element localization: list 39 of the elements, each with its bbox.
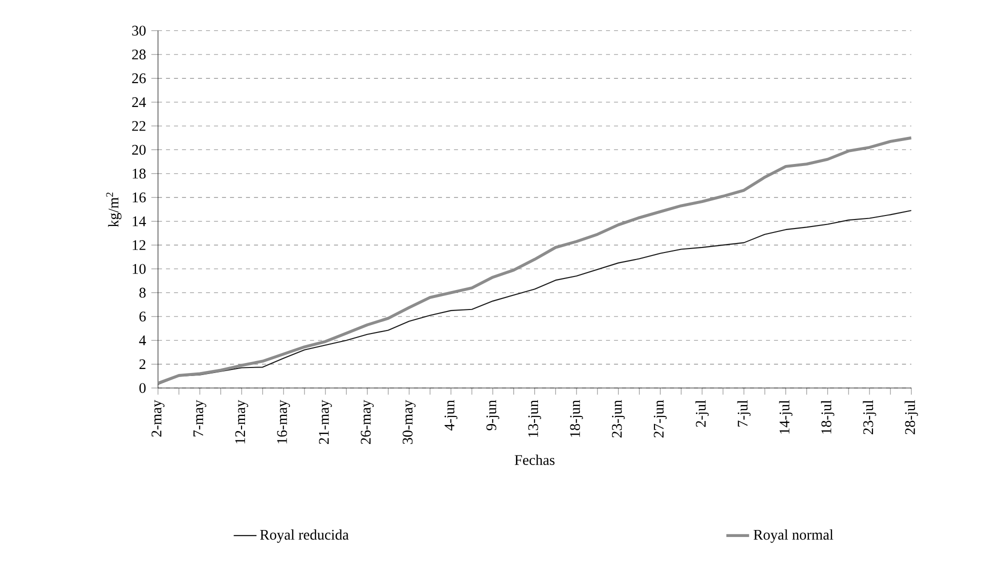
x-tick-label: 13-jun	[528, 400, 542, 437]
y-tick-label: 20	[132, 144, 146, 155]
y-tick-label: 0	[139, 383, 146, 393]
x-tick-label: 18-jul	[821, 400, 834, 434]
y-tick-label: 18	[132, 168, 146, 179]
y-tick-label: 14	[132, 216, 146, 226]
x-tick-label: 26-may	[360, 400, 374, 444]
x-tick-label: 16-may	[277, 400, 290, 444]
y-tick-label: 6	[139, 312, 146, 322]
x-tick-label: 2-jul	[695, 400, 709, 427]
x-tick-label: 14-jul	[779, 400, 792, 434]
legend-label: Royal normal	[754, 529, 834, 543]
x-tick-label: 23-jul	[862, 400, 876, 434]
y-tick-label: 2	[139, 359, 146, 370]
y-tick-label: 30	[132, 26, 146, 36]
y-tick-label: 24	[132, 97, 146, 107]
y-tick-label: 16	[132, 192, 146, 202]
x-tick-label: 12-may	[235, 400, 248, 444]
y-tick-label: 28	[132, 50, 146, 60]
x-tick-label: 21-may	[318, 400, 332, 444]
y-tick-label: 26	[132, 73, 146, 84]
x-tick-label: 7-jul	[737, 400, 751, 427]
x-tick-label: 23-jun	[612, 400, 625, 438]
y-tick-label: 22	[132, 121, 146, 131]
y-tick-label: 8	[139, 288, 146, 298]
legend-label: Royal reducida	[260, 529, 349, 543]
x-tick-label: 9-jun	[486, 400, 500, 430]
y-axis-title: kg/m$^{2}$	[106, 192, 122, 228]
x-tick-label: 18-jun	[570, 400, 583, 437]
x-tick-label: 7-may	[193, 400, 206, 436]
x-tick-label: 30-may	[402, 400, 416, 444]
y-tick-label: 4	[139, 336, 146, 346]
y-tick-label: 12	[132, 240, 146, 250]
y-tick-label: 10	[132, 264, 146, 274]
x-tick-label: 27-jun	[654, 400, 667, 438]
x-tick-label: 28-jul	[904, 400, 918, 434]
x-axis-title: Fechas	[514, 454, 554, 465]
x-tick-label: 2-may	[152, 400, 164, 437]
x-tick-label: 4-jun	[444, 400, 458, 430]
